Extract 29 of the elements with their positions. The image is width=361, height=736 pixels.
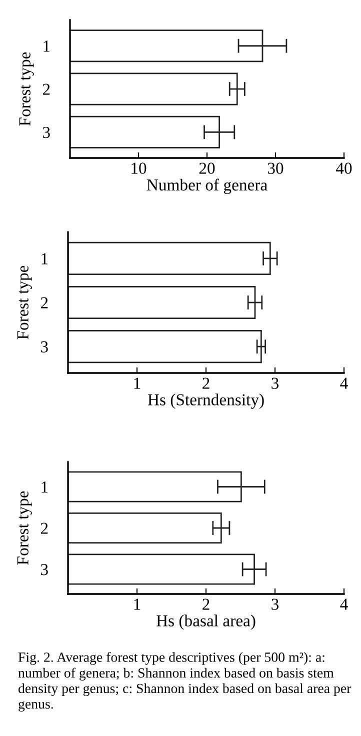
x-tick-label: 1 (134, 378, 140, 389)
y-axis-title: Forest type (17, 266, 32, 340)
x-tick-label: 2 (202, 378, 210, 389)
caption: Fig. 2. Average forest type descriptives (per 500 m²): a: number of genera; b: Shannon index based on basis stem density per genus; c: Shannon index based on basal area per genus. (18, 652, 352, 712)
y-axis-title: Forest type (19, 52, 34, 126)
y-tick-label: 3 (41, 341, 48, 353)
x-tick-label: 2 (202, 598, 210, 610)
y-tick-label: 3 (41, 564, 48, 576)
x-tick-label: 1 (134, 598, 140, 610)
y-tick-label: 2 (42, 84, 50, 95)
x-axis-title: Hs (Sterndensity) (148, 394, 264, 409)
x-tick-label: 30 (268, 162, 284, 174)
y-axis-title: Forest type (17, 491, 32, 565)
y-tick-label: 3 (43, 126, 50, 138)
y-tick-label: 1 (42, 253, 48, 264)
x-tick-label: 4 (340, 378, 348, 389)
bar (68, 330, 262, 364)
x-tick-label: 3 (272, 378, 279, 389)
x-tick-label: 3 (272, 598, 279, 610)
x-tick-label: 40 (336, 162, 352, 174)
x-tick-label: 20 (199, 162, 215, 174)
x-axis-title: Hs (basal area) (156, 614, 256, 630)
x-tick-label: 4 (340, 598, 348, 610)
x-axis-title: Number of genera (146, 178, 268, 194)
x-tick-label: 10 (132, 162, 146, 174)
y-tick-label: 2 (40, 297, 48, 308)
y-tick-label: 1 (44, 40, 50, 52)
y-tick-label: 2 (40, 522, 48, 534)
y-tick-label: 1 (42, 482, 48, 493)
